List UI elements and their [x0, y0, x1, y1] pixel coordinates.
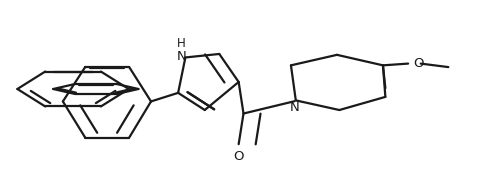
Text: H: H	[177, 36, 186, 50]
Text: O: O	[413, 57, 424, 70]
Text: N: N	[289, 101, 299, 114]
Text: O: O	[233, 150, 244, 163]
Text: N: N	[177, 49, 187, 62]
